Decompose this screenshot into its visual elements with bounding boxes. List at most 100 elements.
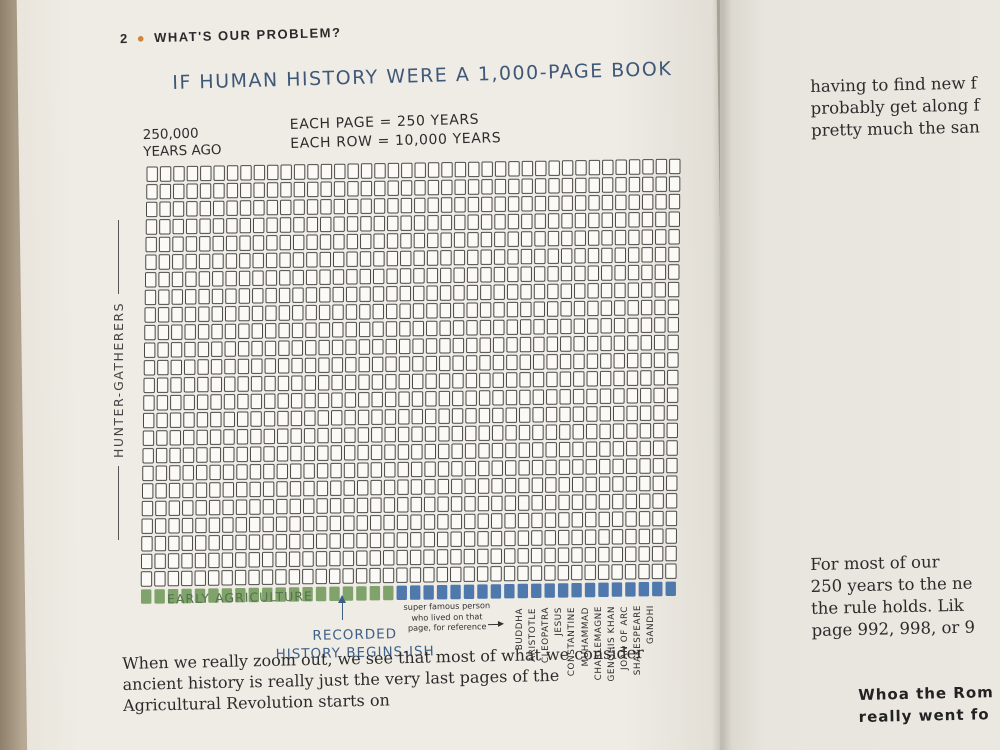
page-cell [520, 301, 532, 318]
page-cell [157, 342, 169, 358]
page-cell [385, 338, 397, 355]
page-cell [612, 441, 625, 457]
page-cell [423, 496, 436, 513]
page-cell [239, 217, 251, 234]
side-line-left [117, 465, 119, 540]
page-cell [478, 425, 490, 441]
page-cell [237, 376, 249, 392]
page-cell [209, 464, 221, 481]
start-label-line1: 250,000 [142, 125, 199, 144]
page-cell [360, 233, 372, 250]
page-cell [197, 341, 210, 358]
page-cell [441, 162, 453, 178]
page-cell [400, 197, 413, 214]
page-cell [467, 232, 479, 248]
page-cell [640, 370, 652, 386]
right-page [720, 0, 1000, 750]
page-cell [518, 442, 531, 458]
page-cell [331, 357, 344, 373]
page-cell [304, 375, 317, 391]
page-cell [316, 498, 328, 514]
page-cell [534, 178, 547, 194]
page-cell [545, 459, 557, 476]
page-cell [303, 498, 315, 514]
page-cell [183, 377, 196, 393]
page-cell [248, 587, 259, 603]
page-cell [372, 303, 384, 320]
page-cell [627, 282, 640, 298]
page-cell [236, 429, 249, 445]
page-cell [519, 319, 532, 335]
page-cell [494, 231, 506, 248]
famous-person-label: JESUS [554, 607, 565, 636]
page-cell [423, 567, 435, 583]
page-cell [333, 198, 346, 215]
page-cell [587, 247, 600, 264]
page-cell [437, 461, 450, 477]
page-cell [547, 283, 559, 300]
page-cell [356, 515, 368, 531]
page-cell [452, 320, 465, 336]
page-cell [544, 583, 555, 598]
page-cell [410, 461, 423, 478]
page-cell [464, 443, 477, 459]
page-cell [599, 370, 612, 387]
page-cell [384, 391, 397, 408]
page-cell [211, 288, 224, 305]
page-cell [493, 284, 505, 300]
page-cell [506, 354, 518, 371]
page-cell [599, 388, 612, 404]
page-cell [535, 160, 547, 177]
page-cell [278, 305, 291, 321]
page-cell [652, 440, 665, 456]
page-cell [504, 513, 516, 529]
page-cell [625, 528, 637, 545]
page-cell [347, 163, 359, 179]
page-cell [142, 465, 154, 482]
page-cell [171, 271, 184, 288]
page-cell [397, 479, 409, 495]
page-cell [234, 569, 247, 586]
page-grid [140, 158, 687, 616]
page-cell [467, 214, 479, 230]
page-cell [356, 550, 368, 566]
page-cell [304, 392, 316, 409]
page-cell [546, 389, 558, 405]
page-cell [235, 499, 248, 515]
page-cell [305, 340, 317, 356]
page-cell [345, 304, 358, 320]
page-cell [212, 235, 224, 252]
page-cell [357, 409, 370, 426]
page-cell [223, 411, 235, 428]
right-arrow-icon [487, 623, 503, 626]
page-cell [195, 482, 208, 498]
page-cell [329, 498, 342, 514]
page-cell [275, 534, 288, 550]
page-cell [530, 547, 543, 564]
page-cell [171, 289, 183, 305]
page-cell [411, 444, 423, 460]
page-cell [652, 475, 665, 492]
page-cell [424, 443, 437, 460]
page-cell [505, 372, 518, 388]
page-cell [344, 445, 356, 461]
page-cell [480, 284, 492, 301]
page-cell [517, 583, 528, 599]
page-cell [628, 194, 640, 210]
page-cell [319, 251, 331, 268]
page-cell [413, 285, 425, 302]
page-cell [146, 184, 158, 200]
page-cell [625, 582, 636, 597]
page-cell [157, 324, 170, 341]
page-cell [601, 212, 613, 228]
page-cell [641, 282, 653, 298]
page-cell [224, 323, 237, 340]
page-cell [329, 533, 341, 549]
page-cell [424, 426, 437, 442]
page-cell [355, 568, 368, 584]
page-cell [628, 176, 641, 193]
page-cell [586, 371, 598, 387]
page-cell [332, 269, 345, 285]
page-cell [424, 479, 436, 495]
page-cell [467, 179, 480, 195]
